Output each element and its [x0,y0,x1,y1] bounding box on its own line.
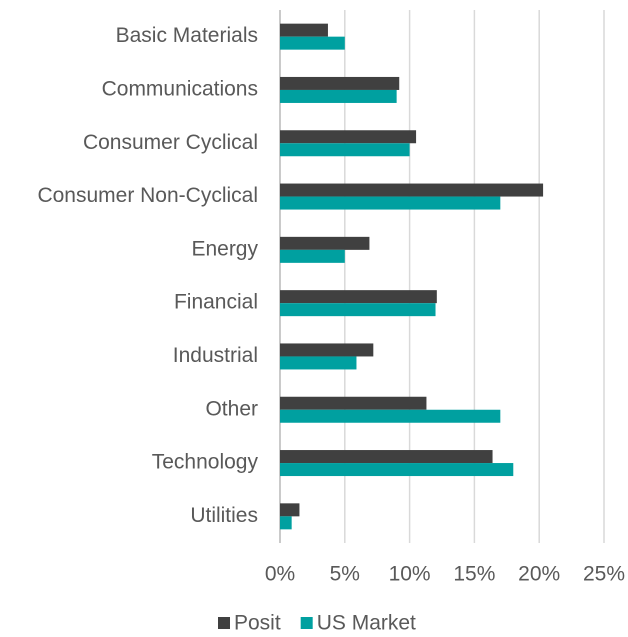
y-tick-label: Basic Materials [116,24,258,47]
x-tick-label: 15% [453,563,495,586]
bar [280,396,427,410]
bar [280,516,292,530]
bar [280,130,417,144]
y-tick-label: Technology [152,451,259,474]
bar [280,356,357,370]
legend-swatch [218,617,230,629]
legend-label: US Market [317,612,416,635]
legend-swatch [300,617,313,629]
legend-label: Posit [234,612,281,635]
bar [280,76,400,90]
bar [280,89,397,103]
y-tick-label: Consumer Cyclical [83,131,258,154]
bar [280,249,345,263]
bar [280,143,410,157]
bar [280,290,437,304]
bar [280,36,345,50]
x-tick-label: 10% [389,563,431,586]
x-tick-label: 20% [518,563,560,586]
bar [280,183,544,197]
bar [280,23,328,37]
bar [280,450,493,464]
y-tick-label: Communications [102,77,258,100]
y-tick-label: Industrial [173,344,258,367]
bar [280,343,374,357]
bar [280,236,370,250]
y-tick-label: Utilities [190,504,258,527]
x-tick-label: 25% [583,563,625,586]
x-tick-label: 0% [265,563,295,586]
y-tick-label: Consumer Non-Cyclical [37,184,258,207]
bar [280,409,501,423]
bar [280,503,300,517]
y-tick-label: Energy [191,237,258,260]
y-tick-label: Other [205,397,258,420]
x-tick-label: 5% [330,563,360,586]
bar [280,463,514,477]
bar [280,196,501,210]
bar [280,303,436,317]
y-tick-label: Financial [174,291,258,314]
